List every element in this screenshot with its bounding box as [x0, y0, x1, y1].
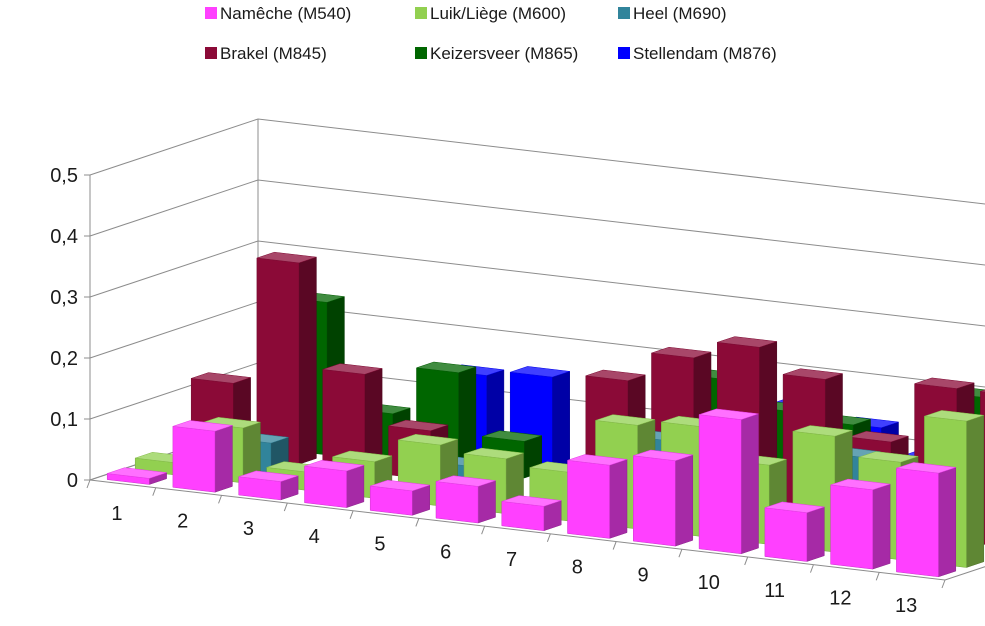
legend-item: Namêche (M540) — [205, 4, 351, 23]
bar — [501, 495, 562, 532]
legend-item: Luik/Liège (M600) — [415, 4, 566, 23]
x-tick-label: 4 — [309, 526, 320, 548]
gridline — [89, 179, 985, 266]
bar — [238, 470, 299, 501]
bar — [633, 449, 694, 547]
x-tick-label: 8 — [572, 557, 583, 579]
x-tick-label: 2 — [177, 511, 188, 533]
x-tick-label: 13 — [895, 595, 917, 617]
x-tick-label: 6 — [440, 541, 451, 563]
legend-label: Namêche (M540) — [220, 4, 351, 23]
bar — [435, 475, 496, 524]
x-tick-label: 3 — [243, 518, 254, 540]
legend-swatch — [618, 47, 630, 59]
x-tick-label: 11 — [764, 580, 785, 602]
x-tick-mark — [481, 525, 486, 535]
x-tick-mark — [678, 549, 683, 558]
y-axis-tick-labels: 0 0,1 0,2 0,3 0,4 0,5 — [50, 165, 78, 492]
x-tick-mark — [744, 556, 749, 566]
bar — [567, 454, 628, 539]
x-tick-mark — [546, 533, 551, 543]
legend-swatch — [618, 7, 630, 19]
legend-label: Keizersveer (M865) — [430, 44, 578, 63]
x-tick-mark — [86, 479, 91, 489]
x-tick-label: 7 — [506, 549, 517, 571]
x-tick-mark — [941, 579, 946, 589]
x-tick-mark — [875, 572, 880, 581]
y-tick-label: 0,2 — [50, 348, 78, 370]
x-tick-label: 9 — [637, 564, 648, 586]
x-tick-label: 5 — [374, 534, 385, 556]
x-axis-tick-labels: 1 2 3 4 5 6 7 8 9 10 11 12 13 — [111, 503, 917, 617]
bar — [304, 460, 365, 508]
legend-swatch — [415, 47, 427, 59]
legend-label: Brakel (M845) — [220, 44, 327, 63]
y-tick-label: 0,5 — [50, 165, 78, 187]
gridline — [89, 118, 985, 205]
legend-item: Brakel (M845) — [205, 44, 327, 63]
x-tick-mark — [809, 564, 814, 573]
bar — [369, 479, 430, 516]
x-tick-mark — [612, 541, 617, 550]
y-tick-label: 0,1 — [50, 409, 78, 431]
x-tick-mark — [218, 495, 223, 504]
bar — [830, 478, 891, 570]
legend-swatch — [205, 7, 217, 19]
bar — [764, 501, 825, 562]
x-tick-label: 12 — [829, 587, 851, 609]
legend-item: Keizersveer (M865) — [415, 44, 578, 63]
y-tick-label: 0 — [67, 470, 78, 492]
bar — [322, 363, 383, 473]
legend-swatch — [415, 7, 427, 19]
bar — [106, 467, 167, 485]
chart-bars — [106, 251, 985, 578]
x-tick-mark — [152, 487, 157, 496]
legend-item: Heel (M690) — [618, 4, 727, 23]
legend-label: Heel (M690) — [633, 4, 727, 23]
x-tick-label: 1 — [111, 503, 122, 525]
x-tick-mark — [283, 502, 288, 512]
bar — [172, 420, 233, 493]
legend-label: Luik/Liège (M600) — [430, 4, 566, 23]
x-tick-mark — [349, 510, 354, 519]
y-tick-label: 0,4 — [50, 226, 78, 248]
legend-label: Stellendam (M876) — [633, 44, 777, 63]
bar — [256, 251, 317, 465]
x-tick-label: 10 — [698, 572, 720, 594]
gridline — [89, 240, 985, 327]
bar — [698, 408, 759, 555]
x-tick-mark — [415, 518, 420, 527]
y-tick-label: 0,3 — [50, 287, 78, 309]
legend-item: Stellendam (M876) — [618, 44, 777, 63]
bar — [896, 462, 957, 578]
legend-swatch — [205, 47, 217, 59]
chart-legend: Namêche (M540) Luik/Liège (M600) Heel (M69… — [205, 4, 777, 63]
